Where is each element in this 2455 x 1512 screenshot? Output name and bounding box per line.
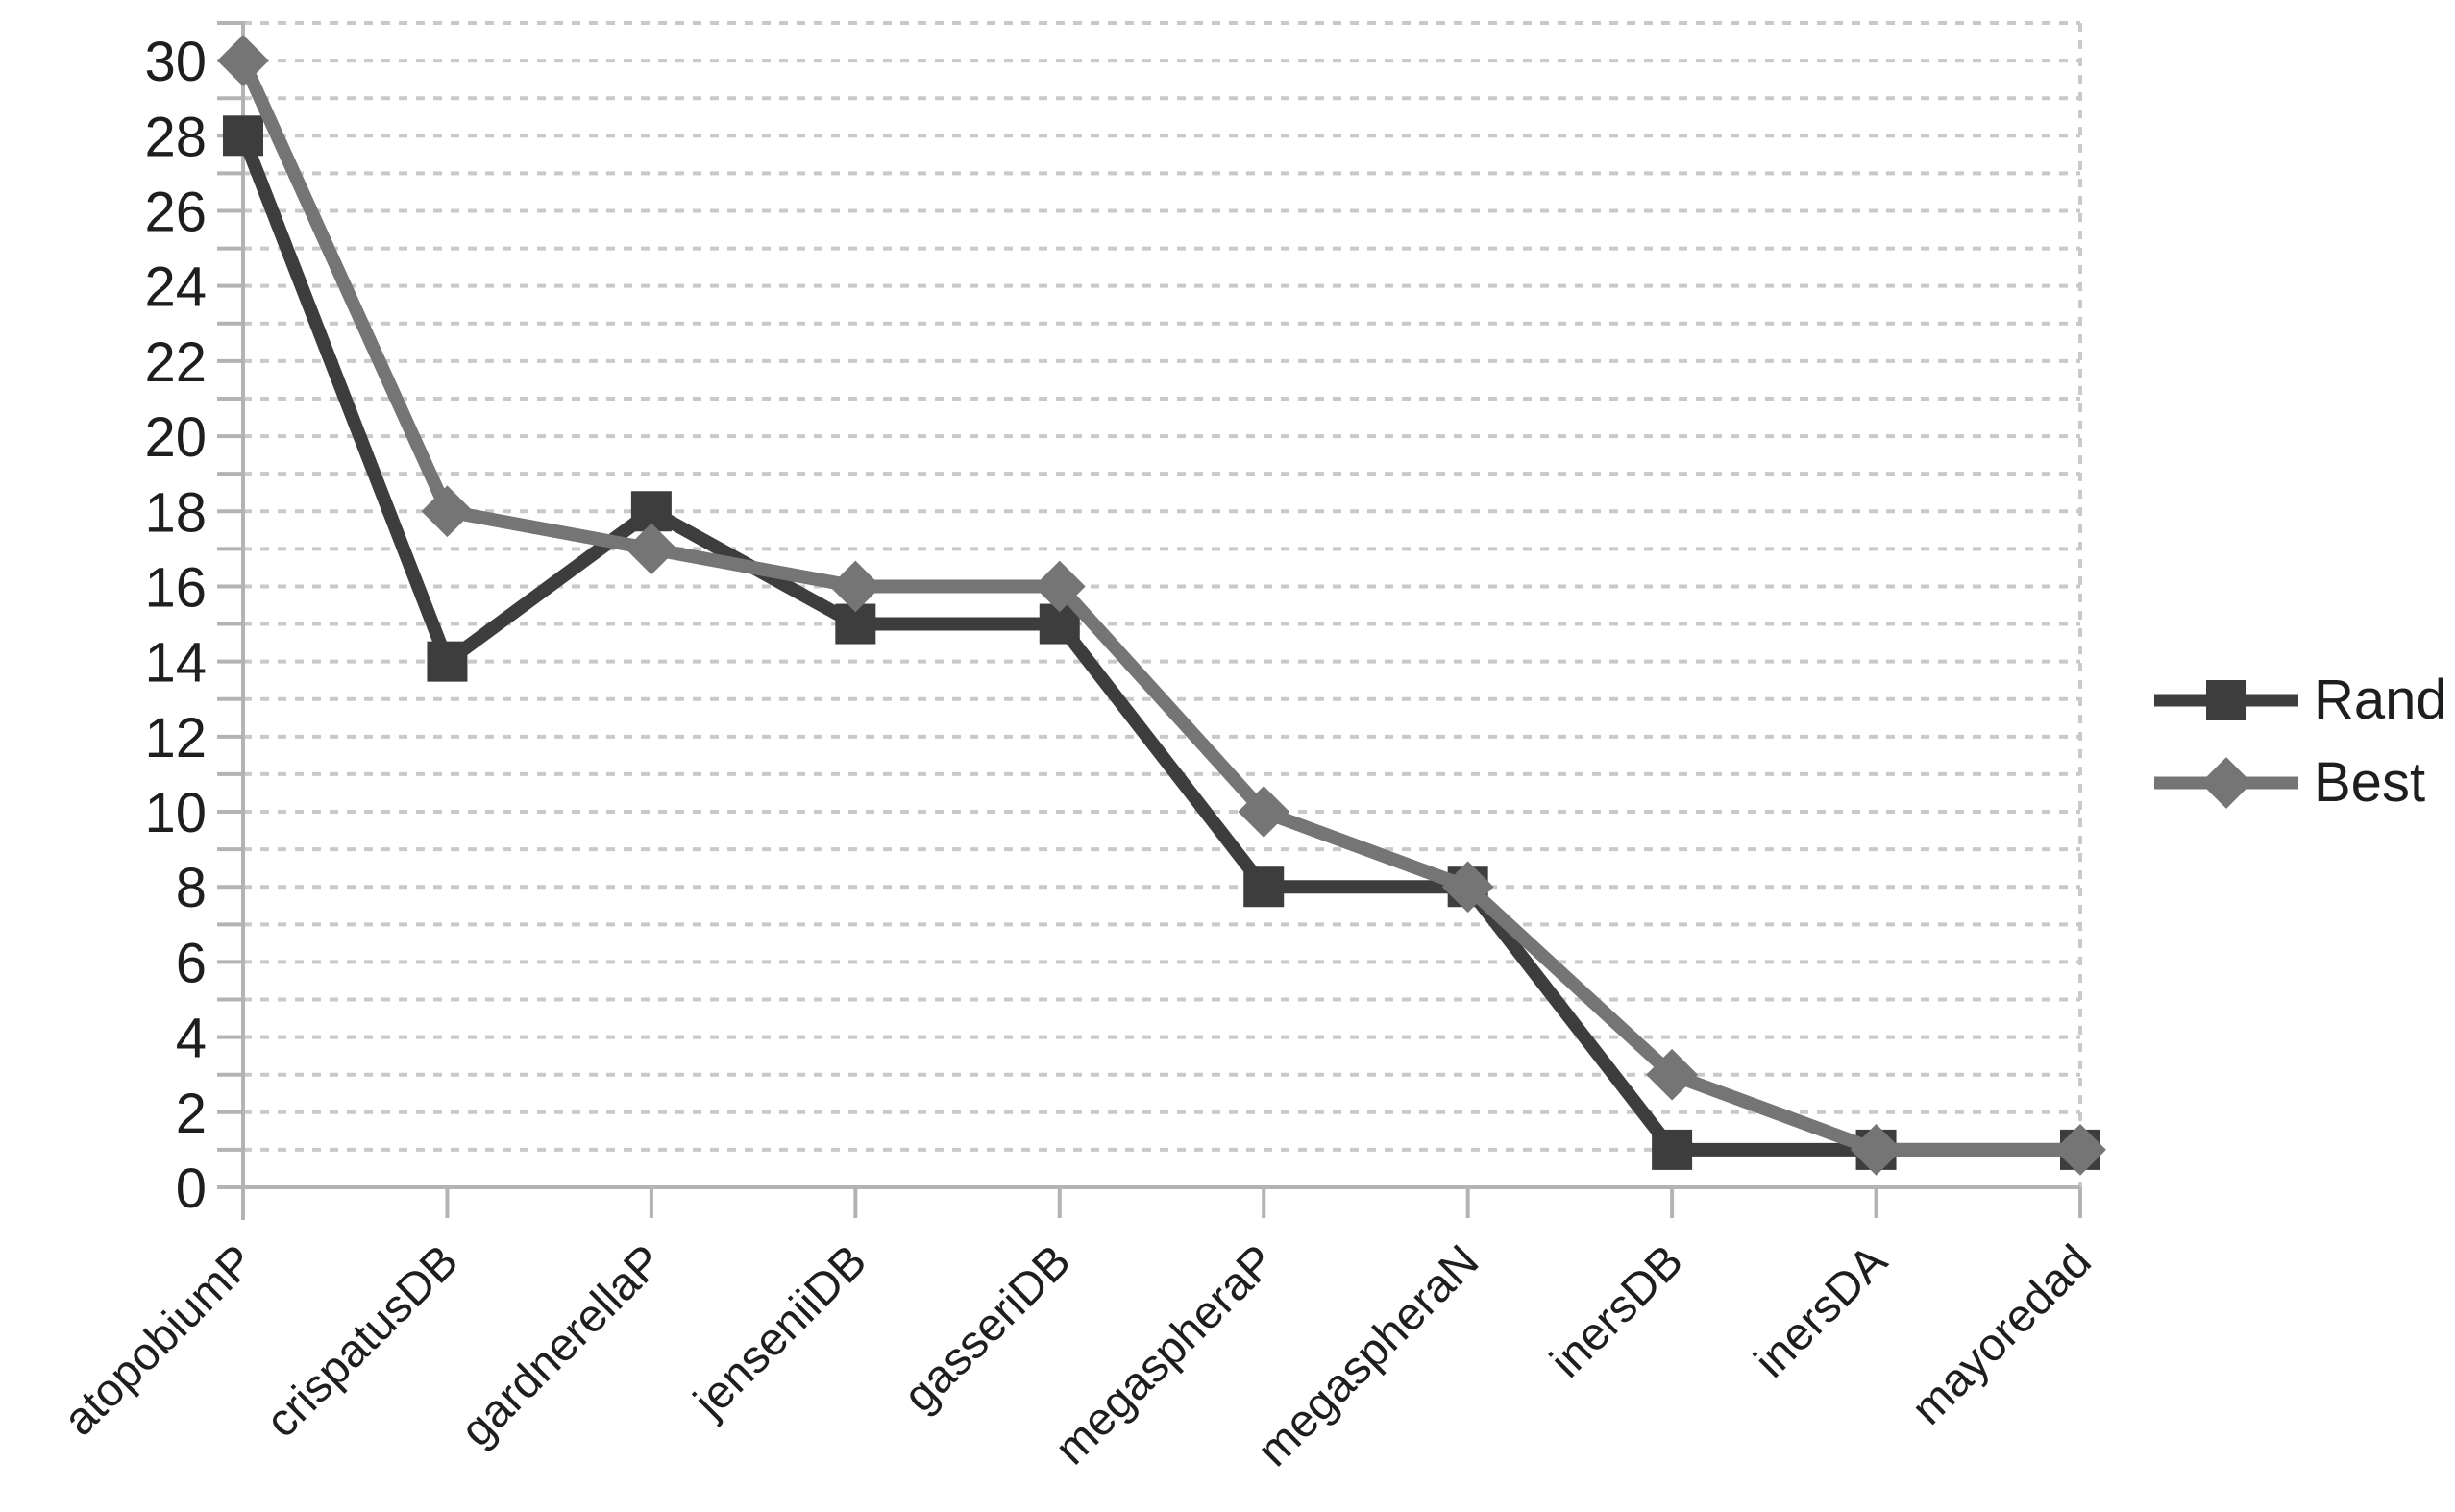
y-tick-label: 0 <box>176 1158 207 1220</box>
y-tick-label: 18 <box>144 481 207 544</box>
rand-series-marker-icon <box>2154 680 2298 720</box>
x-category-label: inersDB <box>1541 1235 1693 1387</box>
y-tick-label: 20 <box>144 406 207 469</box>
x-category-label: gardnerellaP <box>452 1235 673 1456</box>
x-category-label: crispatusDB <box>257 1235 468 1447</box>
best-marker <box>2054 1124 2106 1176</box>
y-tick-label: 16 <box>144 556 207 619</box>
best-marker <box>1646 1048 1698 1101</box>
x-category-label: atopobiumP <box>54 1235 264 1446</box>
best-series-marker-icon <box>2154 757 2298 809</box>
y-tick-label: 2 <box>176 1083 207 1145</box>
x-category-label: inersDA <box>1745 1235 1897 1387</box>
x-category-label: mayoredad <box>1902 1235 2100 1434</box>
best-marker <box>1850 1124 1903 1176</box>
y-tick-label: 14 <box>144 632 207 695</box>
y-tick-label: 26 <box>144 181 207 243</box>
legend-label-best: Best <box>2314 751 2426 814</box>
rand-marker <box>1243 866 1285 908</box>
y-tick-label: 22 <box>144 331 207 394</box>
legend-item-best: Best <box>2154 753 2447 813</box>
x-category-label: jenseniiDB <box>683 1235 876 1428</box>
x-category-label: gasseriDB <box>895 1235 1081 1422</box>
best-marker <box>421 485 474 538</box>
best-marker <box>217 35 269 86</box>
rand-line <box>236 133 2080 1157</box>
y-tick-label: 28 <box>144 106 207 168</box>
legend-item-rand: Rand <box>2154 671 2447 730</box>
y-tick-label: 30 <box>144 31 207 93</box>
rand-marker <box>223 115 263 157</box>
y-tick-label: 24 <box>144 256 207 319</box>
best-line <box>236 58 2080 1157</box>
legend: Rand Best <box>2154 671 2447 813</box>
y-tick-label: 10 <box>144 782 207 844</box>
y-tick-label: 8 <box>176 857 207 919</box>
y-tick-label: 4 <box>176 1008 207 1070</box>
y-tick-label: 12 <box>144 707 207 769</box>
rand-marker <box>1652 1129 1693 1170</box>
rand-marker <box>427 641 468 682</box>
y-tick-label: 6 <box>176 932 207 994</box>
legend-label-rand: Rand <box>2314 669 2447 731</box>
